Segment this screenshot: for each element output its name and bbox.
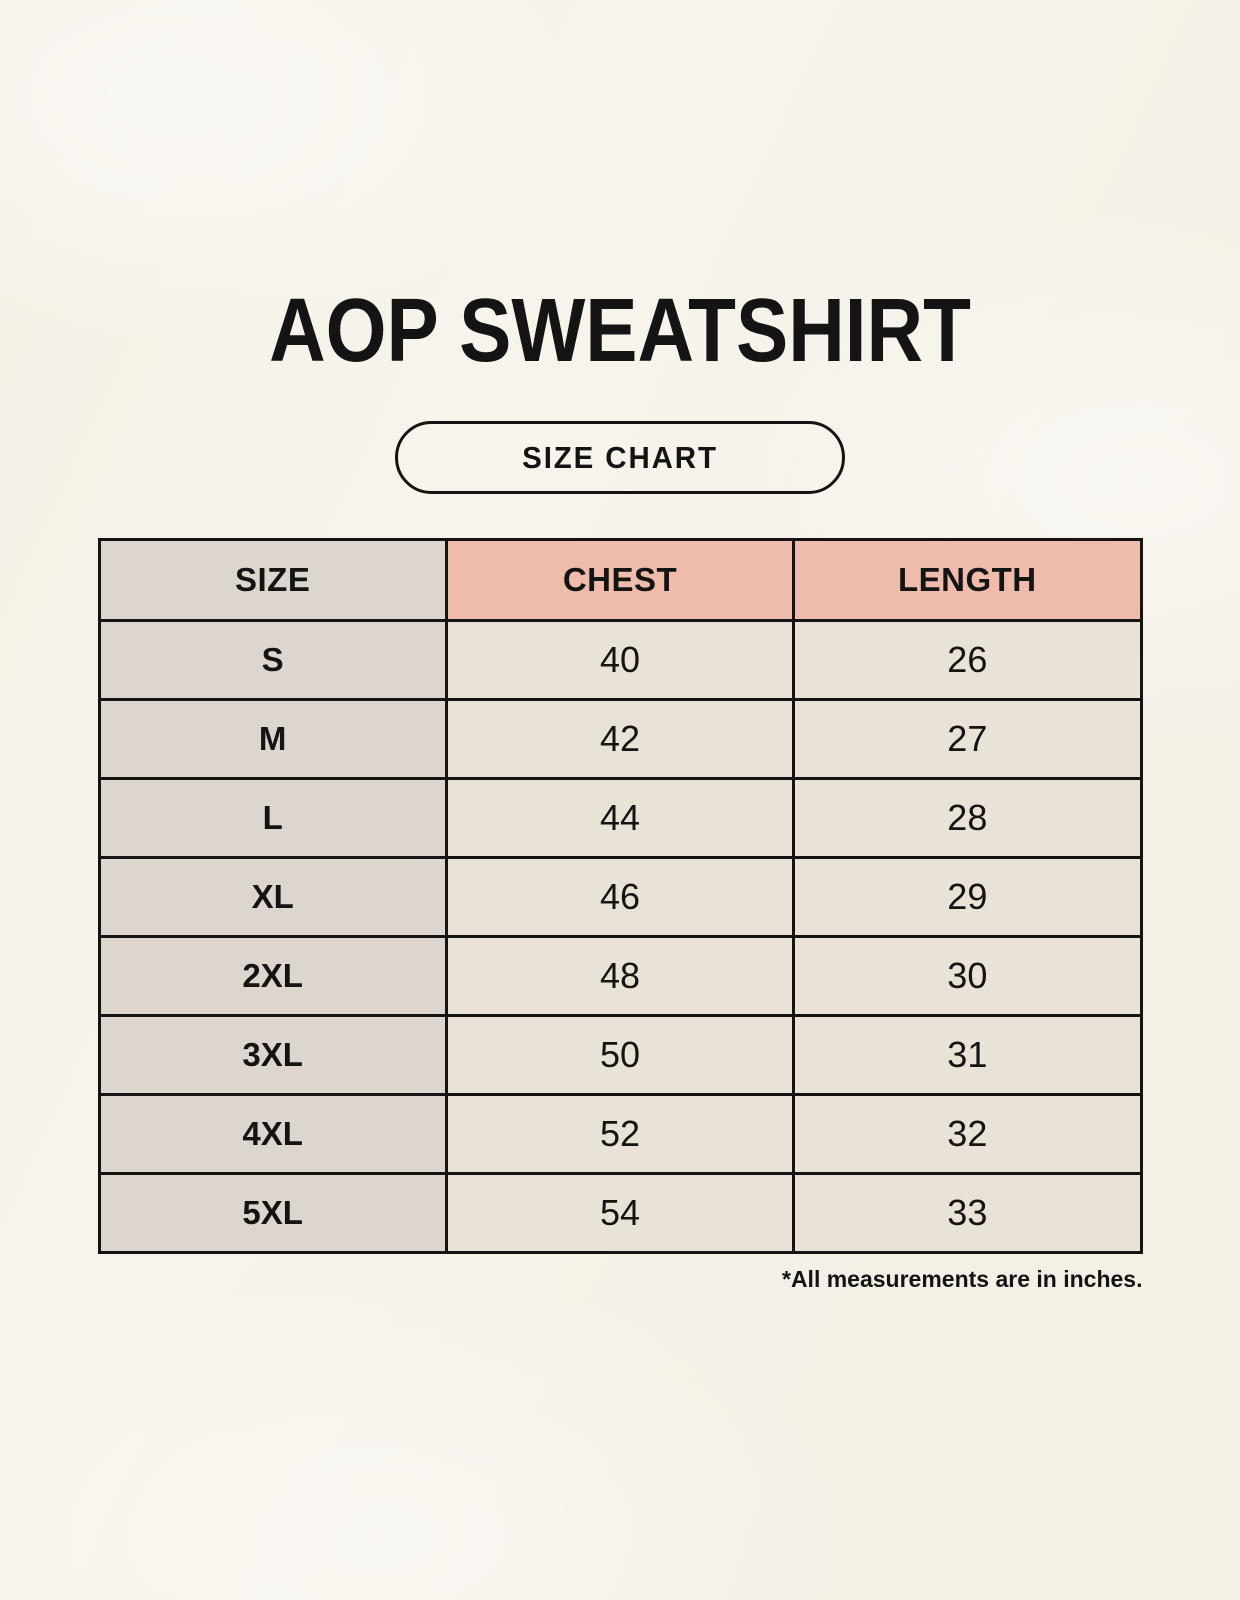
page-title: AOP SWEATSHIRT [269,281,971,381]
table-row-2xl: 2XL 48 30 [97,935,1143,1017]
size-chart-badge-label: SIZE CHART [522,439,718,475]
length-cell: 26 [792,619,1143,701]
size-cell: 5XL [97,1172,448,1254]
size-cell: 2XL [97,935,448,1017]
table-row-4xl: 4XL 52 32 [97,1093,1143,1175]
table-row-m: M 42 27 [97,698,1143,780]
chest-cell: 48 [444,935,796,1017]
length-cell: 33 [792,1172,1143,1254]
chest-cell: 44 [444,777,796,859]
length-cell: 30 [792,935,1143,1017]
table-row-l: L 44 28 [97,777,1143,859]
size-cell: M [97,698,448,780]
size-cell: 3XL [97,1014,448,1096]
header-cell-chest: CHEST [444,538,796,622]
length-cell: 32 [792,1093,1143,1175]
size-cell: L [97,777,448,859]
table-row-3xl: 3XL 50 31 [97,1014,1143,1096]
size-table-body: S 40 26 M 42 27 L 44 28 XL 46 29 2XL 48 30 3XL 50 31 4XL 52… [97,619,1143,1254]
length-cell: 27 [792,698,1143,780]
length-cell: 29 [792,856,1143,938]
chest-cell: 50 [444,1014,796,1096]
size-cell: S [97,619,448,701]
size-table-head: SIZE CHEST LENGTH [97,538,1143,622]
table-row-5xl: 5XL 54 33 [97,1172,1143,1254]
size-cell: 4XL [97,1093,448,1175]
size-table: SIZE CHEST LENGTH S 40 26 M 42 27 L 44 28 XL 46 29 2XL… [97,538,1143,1254]
header-cell-length: LENGTH [792,538,1143,622]
header-cell-size: SIZE [97,538,448,622]
table-row-s: S 40 26 [97,619,1143,701]
size-chart-badge: SIZE CHART [395,421,845,494]
length-cell: 31 [792,1014,1143,1096]
chest-cell: 40 [444,619,796,701]
chest-cell: 46 [444,856,796,938]
chest-cell: 42 [444,698,796,780]
chest-cell: 52 [444,1093,796,1175]
measurements-footnote: *All measurements are in inches. [782,1266,1143,1292]
length-cell: 28 [792,777,1143,859]
table-row-xl: XL 46 29 [97,856,1143,938]
size-cell: XL [97,856,448,938]
chest-cell: 54 [444,1172,796,1254]
size-table-header-row: SIZE CHEST LENGTH [97,538,1143,622]
